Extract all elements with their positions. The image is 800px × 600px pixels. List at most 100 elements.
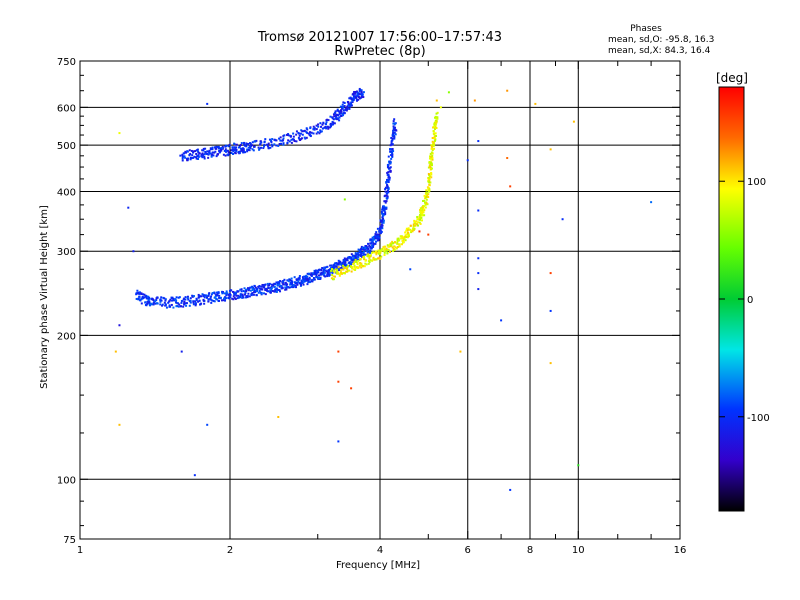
echo-point	[428, 175, 431, 178]
echo-point	[273, 143, 276, 146]
echo-point	[386, 252, 389, 255]
x-tick-label: 6	[465, 545, 471, 556]
echo-point	[390, 244, 393, 247]
echo-point	[415, 220, 418, 223]
echo-point	[281, 287, 284, 290]
echo-point	[312, 125, 315, 128]
echo-point	[171, 299, 174, 302]
echo-point	[309, 127, 312, 130]
echo-point	[317, 274, 320, 277]
echo-point	[229, 289, 232, 292]
echo-point	[424, 195, 427, 198]
echo-point	[361, 248, 364, 251]
echo-point	[394, 246, 397, 249]
echo-point	[367, 260, 370, 263]
echo-point	[423, 194, 426, 197]
echo-point	[238, 145, 241, 148]
echo-point	[282, 134, 285, 137]
echo-point	[332, 278, 335, 281]
echo-point	[304, 276, 307, 279]
echo-point	[342, 101, 345, 104]
echo-point	[337, 271, 340, 274]
echo-point	[387, 188, 390, 191]
echo-point	[275, 287, 278, 290]
echo-point	[424, 201, 427, 204]
echo-point	[194, 150, 197, 153]
echo-point	[184, 296, 187, 299]
echo-point	[337, 350, 340, 353]
echo-point	[148, 297, 151, 300]
echo-point	[434, 138, 437, 141]
echo-point	[257, 146, 260, 149]
echo-point	[387, 187, 390, 190]
echo-point	[312, 128, 315, 131]
echo-point	[243, 144, 246, 147]
echo-point	[389, 166, 392, 169]
echo-point	[140, 298, 143, 301]
echo-point	[247, 146, 250, 149]
echo-point	[329, 266, 332, 269]
echo-point	[290, 141, 293, 144]
echo-point	[215, 291, 218, 294]
echo-point	[385, 249, 388, 252]
echo-point	[282, 280, 285, 283]
echo-point	[352, 92, 355, 95]
y-tick-label: 100	[57, 475, 76, 486]
echo-point	[391, 246, 394, 249]
echo-point	[241, 148, 244, 151]
echo-point	[355, 90, 358, 93]
echo-point	[433, 135, 436, 138]
echo-point	[351, 100, 354, 103]
echo-point	[346, 259, 349, 262]
echo-point	[231, 146, 234, 149]
echo-point	[179, 154, 182, 157]
echo-point	[367, 253, 370, 256]
echo-point	[209, 152, 212, 155]
echo-point	[316, 269, 319, 272]
echo-point	[171, 296, 174, 299]
echo-point	[225, 294, 228, 297]
echo-point	[326, 271, 329, 274]
echo-point	[355, 98, 358, 101]
echo-point	[282, 137, 285, 140]
echo-point	[216, 153, 219, 156]
echo-point	[350, 256, 353, 259]
echo-point	[279, 136, 282, 139]
echo-point	[301, 130, 304, 133]
echo-point	[184, 302, 187, 305]
echo-point	[227, 145, 230, 148]
echo-point	[312, 272, 315, 275]
echo-point	[209, 298, 212, 301]
echo-point	[305, 278, 308, 281]
echo-point	[296, 281, 299, 284]
echo-point	[321, 273, 324, 276]
echo-point	[394, 133, 397, 136]
echo-point	[398, 239, 401, 242]
echo-point	[421, 219, 424, 222]
echo-point	[333, 265, 336, 268]
echo-point	[234, 152, 237, 155]
echo-point	[341, 107, 344, 110]
echo-point	[298, 282, 301, 285]
echo-point	[252, 291, 255, 294]
echo-point	[200, 153, 203, 156]
echo-point	[347, 269, 350, 272]
echo-point	[331, 266, 334, 269]
echo-point	[207, 156, 210, 159]
echo-point	[301, 133, 304, 136]
echo-point	[378, 230, 381, 233]
echo-point	[319, 129, 322, 132]
echo-point	[386, 196, 389, 199]
echo-point	[358, 97, 361, 100]
tick-labels: 1 2 4 6 8 10 16 75 100 200 300 400 500 600 750	[57, 57, 686, 556]
echo-point	[301, 276, 304, 279]
echo-point	[350, 253, 353, 256]
echo-point	[391, 240, 394, 243]
echo-point	[188, 149, 191, 152]
echo-point	[196, 155, 199, 158]
echo-point	[350, 102, 353, 105]
echo-point	[235, 150, 238, 153]
echo-point	[360, 262, 363, 265]
echo-point	[381, 224, 384, 227]
